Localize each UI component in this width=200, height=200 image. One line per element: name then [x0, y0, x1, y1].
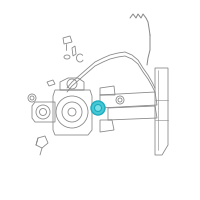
Circle shape [95, 104, 102, 112]
Circle shape [91, 101, 105, 115]
